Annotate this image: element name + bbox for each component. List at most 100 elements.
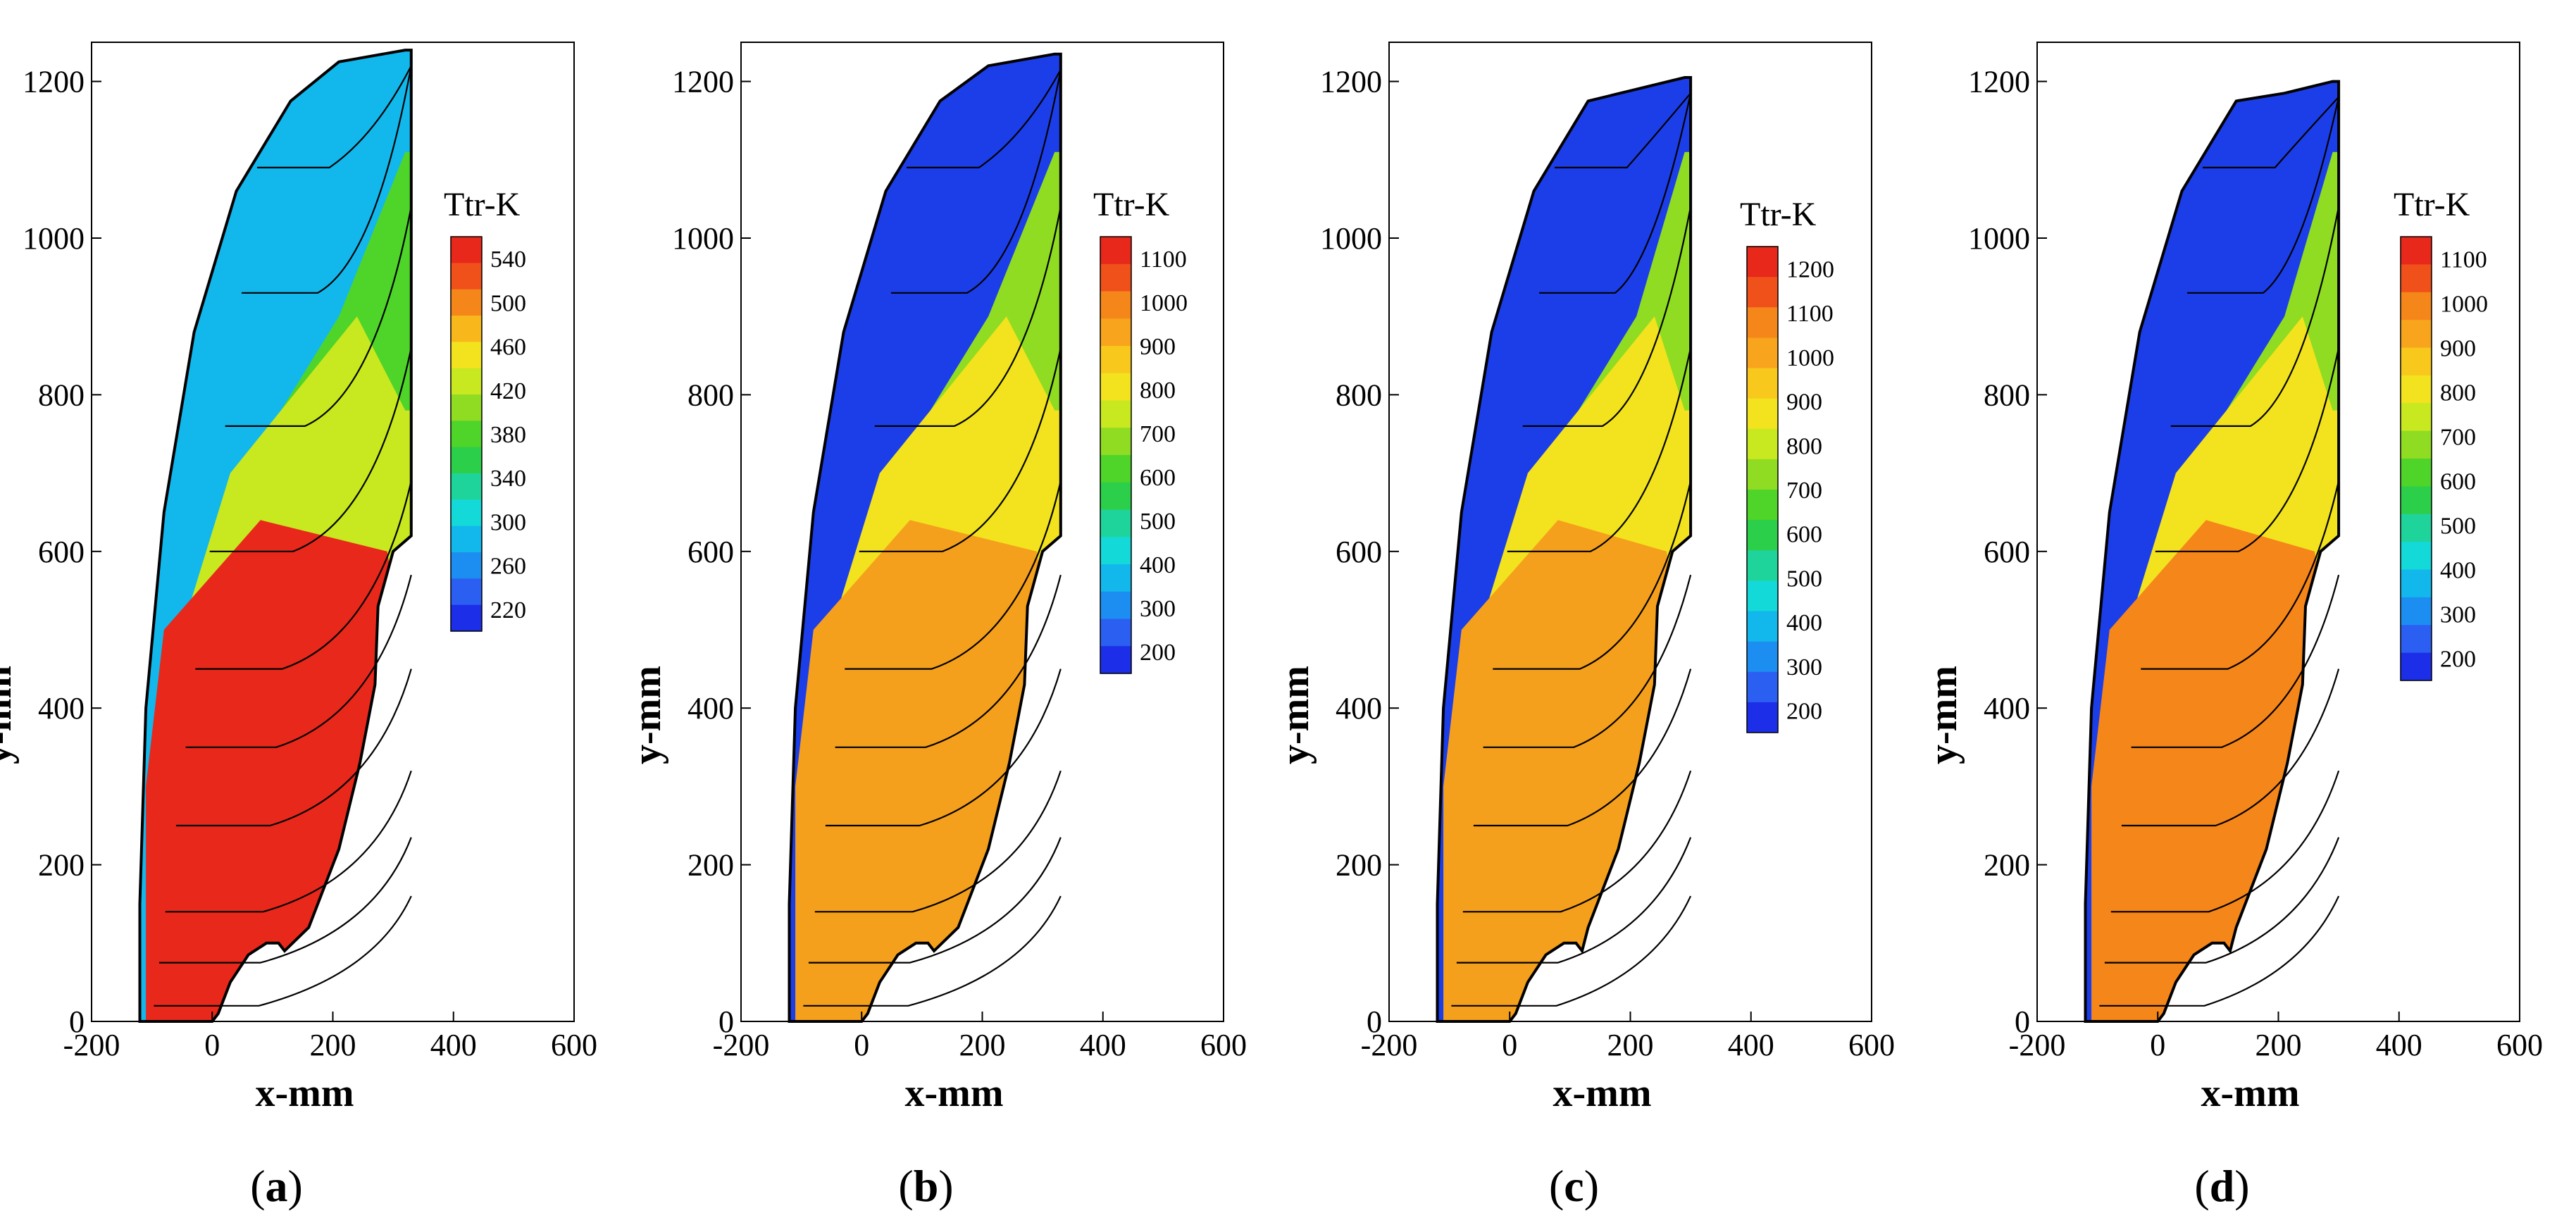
legend-swatch	[1100, 346, 1131, 374]
legend-swatch	[451, 421, 482, 448]
y-tick-label: 1200	[1320, 65, 1382, 99]
legend-label: 200	[1140, 640, 1176, 666]
x-tick-label: 400	[1728, 1028, 1774, 1062]
legend-label: 260	[490, 554, 526, 580]
streamline	[2203, 97, 2339, 168]
x-tick-label: -200	[1361, 1028, 1418, 1062]
y-tick-label: 600	[38, 535, 85, 569]
legend-swatch	[2401, 264, 2432, 293]
streamlines	[1451, 92, 1692, 1007]
legend-swatch	[1747, 520, 1778, 551]
y-tick-label: 600	[687, 535, 734, 569]
legend-swatch	[451, 499, 482, 527]
panel-caption: (b)	[898, 1161, 953, 1211]
legend-swatch	[1100, 564, 1131, 592]
legend-swatch	[1100, 428, 1131, 456]
legend-swatch	[2401, 292, 2432, 321]
legend-swatch	[2401, 403, 2432, 432]
y-tick-label: 400	[1336, 691, 1382, 726]
legend-label: 300	[490, 509, 526, 535]
legend-swatch	[2401, 320, 2432, 348]
streamline	[2170, 206, 2340, 427]
legend-title: Ttr-K	[1740, 196, 1817, 233]
legend-swatch	[1100, 537, 1131, 565]
streamline	[175, 669, 412, 827]
streamline	[2155, 347, 2340, 552]
legend-swatch	[2401, 514, 2432, 542]
x-tick-label: -200	[713, 1028, 770, 1062]
x-tick-label: 400	[430, 1028, 477, 1062]
y-tick-label: 1000	[1320, 221, 1382, 256]
legend-swatch	[451, 604, 482, 632]
y-tick-label: 0	[69, 1005, 85, 1039]
legend-swatch	[1100, 482, 1131, 510]
legend-label: 900	[1786, 390, 1822, 416]
legend-label: 300	[1786, 654, 1822, 680]
legend-swatch	[2401, 597, 2432, 626]
legend-swatch	[2401, 486, 2432, 515]
legend-swatch	[451, 263, 482, 290]
legend-swatch	[1747, 490, 1778, 521]
legend-swatch	[451, 552, 482, 579]
legend-swatch	[451, 368, 482, 395]
y-tick-label: 200	[687, 848, 734, 883]
streamline	[835, 574, 1062, 748]
legend-label: 500	[2440, 514, 2476, 540]
legend-swatch	[451, 473, 482, 500]
streamline	[803, 895, 1062, 1007]
legend-label: 600	[2440, 469, 2476, 495]
y-tick-label: 1000	[23, 221, 85, 256]
legend-swatch	[1747, 550, 1778, 581]
legend-swatch	[1100, 318, 1131, 347]
x-tick-label: 600	[1200, 1028, 1247, 1062]
y-tick-label: 1200	[1968, 65, 2030, 99]
legend-swatch	[1747, 368, 1778, 399]
legend-label: 380	[490, 422, 526, 448]
legend-swatch	[1747, 459, 1778, 490]
legend-swatch	[451, 289, 482, 316]
streamlines	[803, 69, 1062, 1007]
panel-caption: (d)	[2194, 1161, 2249, 1211]
y-axis-title: y-mm	[1922, 666, 1965, 764]
legend-swatch	[1100, 646, 1131, 674]
legend-label: 400	[1786, 610, 1822, 636]
streamline	[225, 206, 412, 427]
streamlines	[154, 65, 412, 1007]
legend-swatch	[1100, 400, 1131, 428]
legend-swatch	[451, 237, 482, 263]
x-tick-label: 400	[2376, 1028, 2422, 1062]
streamline	[242, 66, 412, 294]
y-tick-label: 1000	[1968, 221, 2030, 256]
legend-label: 400	[1140, 552, 1176, 578]
legend-label: 900	[2440, 336, 2476, 362]
legend-title: Ttr-K	[444, 186, 521, 223]
legend-label: 460	[490, 335, 526, 361]
y-tick-label: 600	[1336, 535, 1382, 569]
panel-b: -200 0 200 400 600020040060080010001200x-mmy…	[626, 42, 1247, 1211]
legend-swatch	[2401, 237, 2432, 265]
y-tick-label: 400	[687, 691, 734, 726]
x-tick-label: 600	[2496, 1028, 2543, 1062]
x-tick-label: 200	[959, 1028, 1006, 1062]
legend-label: 1000	[1140, 290, 1188, 316]
y-tick-label: 0	[1367, 1005, 1382, 1039]
legend-label: 700	[2440, 425, 2476, 451]
legend-swatch	[451, 526, 482, 553]
streamline	[1539, 93, 1692, 294]
legend-title: Ttr-K	[1093, 186, 1170, 223]
y-tick-label: 800	[1984, 378, 2030, 412]
legend-label: 300	[1140, 596, 1176, 622]
legend-label: 340	[490, 466, 526, 492]
x-axis-title: x-mm	[905, 1071, 1004, 1115]
legend-swatch	[1747, 277, 1778, 308]
streamline	[859, 347, 1062, 552]
legend-swatch	[1100, 237, 1131, 265]
streamline	[1462, 770, 1692, 913]
legend-swatch	[1100, 618, 1131, 647]
x-axis-title: x-mm	[2201, 1071, 2300, 1115]
streamline	[808, 837, 1062, 964]
x-tick-label: -200	[63, 1028, 120, 1062]
legend-swatch	[1747, 398, 1778, 430]
legend-label: 220	[490, 597, 526, 623]
y-tick-label: 400	[38, 691, 85, 726]
